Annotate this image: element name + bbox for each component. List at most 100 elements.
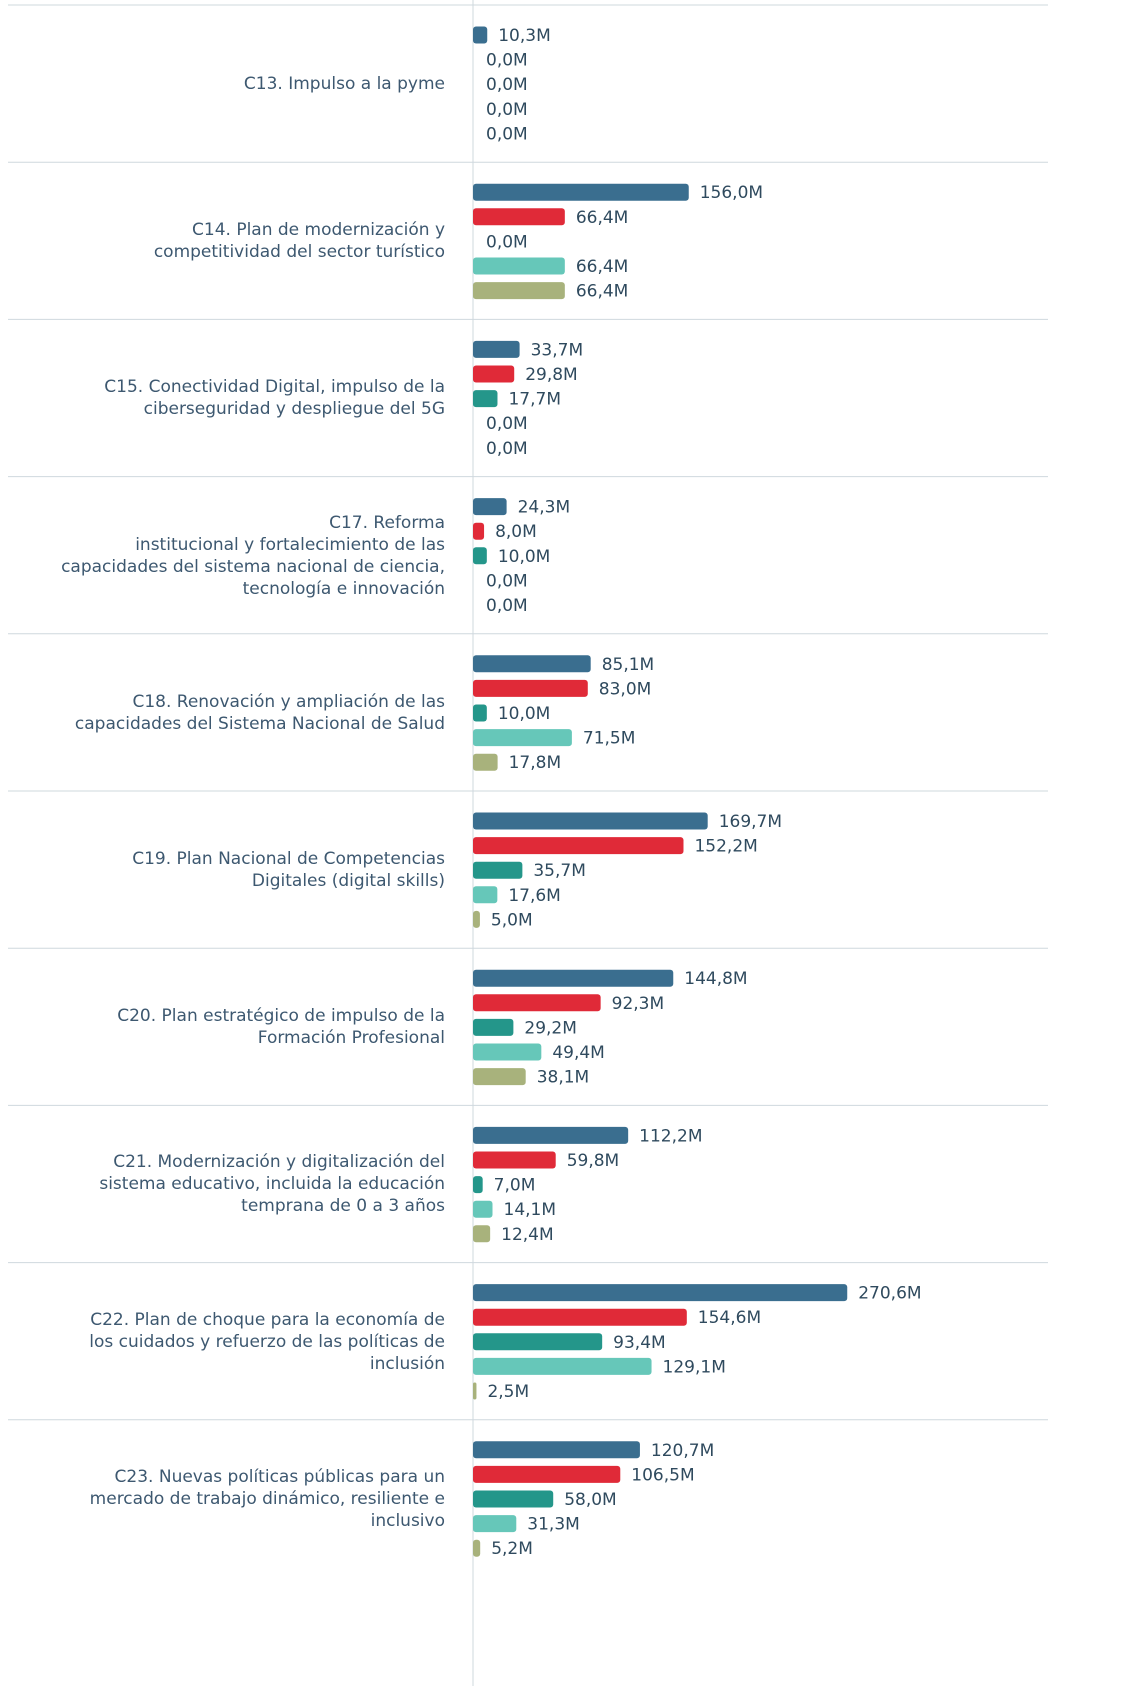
value-label: 5,0M [491,910,533,930]
value-label: 83,0M [599,679,652,699]
bar [473,969,674,987]
bar [473,257,565,275]
value-label: 93,4M [613,1333,666,1353]
value-label: 10,3M [498,26,551,46]
bar [473,1333,603,1351]
bar [473,26,488,44]
value-label: 169,7M [719,812,782,832]
value-label: 8,0M [495,522,537,542]
bar [473,208,565,226]
category-label: C23. Nuevas políticas públicas para un m… [89,1466,445,1531]
bar [473,282,565,300]
value-label: 12,4M [501,1225,554,1245]
bar [473,655,591,673]
bar [473,498,507,516]
category-label: C18. Renovación y ampliación de las capa… [74,691,445,734]
value-label: 7,0M [494,1176,536,1196]
bar [473,1382,477,1400]
bar [473,183,689,201]
category-label: C13. Impulso a la pyme [243,74,445,94]
bar [473,837,684,855]
value-label: 120,7M [651,1441,714,1461]
bar [473,704,487,722]
value-label: 66,4M [576,257,629,277]
bar [473,729,572,747]
bar [473,1200,493,1218]
bar [473,390,498,408]
category-label: C14. Plan de modernización y competitivi… [153,220,445,263]
value-label: 0,0M [486,439,528,459]
category-label: C19. Plan Nacional de Competencias Digit… [132,849,445,891]
value-label: 92,3M [612,994,665,1014]
category-label: C22. Plan de choque para la economía de … [89,1309,445,1374]
bar [473,886,498,904]
value-label: 0,0M [486,571,528,591]
bar [473,1126,629,1144]
value-label: 31,3M [527,1515,580,1535]
value-label: 5,2M [491,1539,533,1559]
value-label: 2,5M [487,1382,529,1402]
value-label: 38,1M [537,1068,590,1088]
bar [473,1176,483,1194]
bar [473,1441,640,1459]
value-label: 10,0M [498,547,551,567]
bar [473,1357,652,1375]
bar [473,1490,554,1508]
bar [473,812,708,830]
category-label: C15. Conectividad Digital, impulso de la… [104,377,445,420]
value-label: 270,6M [858,1284,921,1304]
bar [473,340,520,358]
value-label: 0,0M [486,51,528,71]
value-label: 152,2M [694,837,757,857]
bar [473,1151,556,1169]
value-label: 59,8M [567,1151,620,1171]
value-label: 17,6M [508,886,561,906]
bar [473,1018,514,1036]
bar [473,1539,481,1557]
value-label: 112,2M [639,1126,702,1146]
value-label: 0,0M [486,75,528,95]
value-label: 0,0M [486,124,528,144]
category-label: C21. Modernización y digitalización del … [99,1152,445,1217]
value-label: 49,4M [552,1043,605,1063]
value-label: 0,0M [486,414,528,434]
value-label: 35,7M [533,861,586,881]
value-label: 0,0M [486,596,528,616]
category-label: C20. Plan estratégico de impulso de la F… [117,1006,445,1049]
value-label: 66,4M [576,282,629,302]
value-label: 24,3M [518,498,571,518]
bar [473,994,601,1012]
value-label: 154,6M [698,1308,761,1328]
bar [473,1515,517,1533]
bar [473,522,485,540]
value-label: 71,5M [583,729,636,749]
bar [473,1465,621,1483]
value-label: 144,8M [684,969,747,989]
value-label: 0,0M [486,232,528,252]
value-label: 156,0M [700,183,763,203]
value-label: 29,8M [525,365,578,385]
bar [473,753,498,771]
value-label: 14,1M [504,1200,557,1220]
bar [473,861,523,879]
bar [473,1043,542,1061]
value-label: 17,7M [508,390,561,410]
value-label: 0,0M [486,100,528,120]
value-label: 85,1M [602,655,655,675]
value-label: 106,5M [631,1465,694,1485]
bar [473,1225,491,1243]
bar [473,1308,687,1326]
category-label: C17. Reforma institucional y fortalecimi… [61,512,445,599]
value-label: 33,7M [531,340,584,360]
bar [473,910,480,928]
value-label: 58,0M [564,1490,617,1510]
bar [473,1068,526,1086]
value-label: 129,1M [663,1357,726,1377]
value-label: 17,8M [509,753,562,773]
value-label: 66,4M [576,208,629,228]
value-label: 29,2M [524,1018,577,1038]
value-label: 10,0M [498,704,551,724]
bar [473,679,588,697]
